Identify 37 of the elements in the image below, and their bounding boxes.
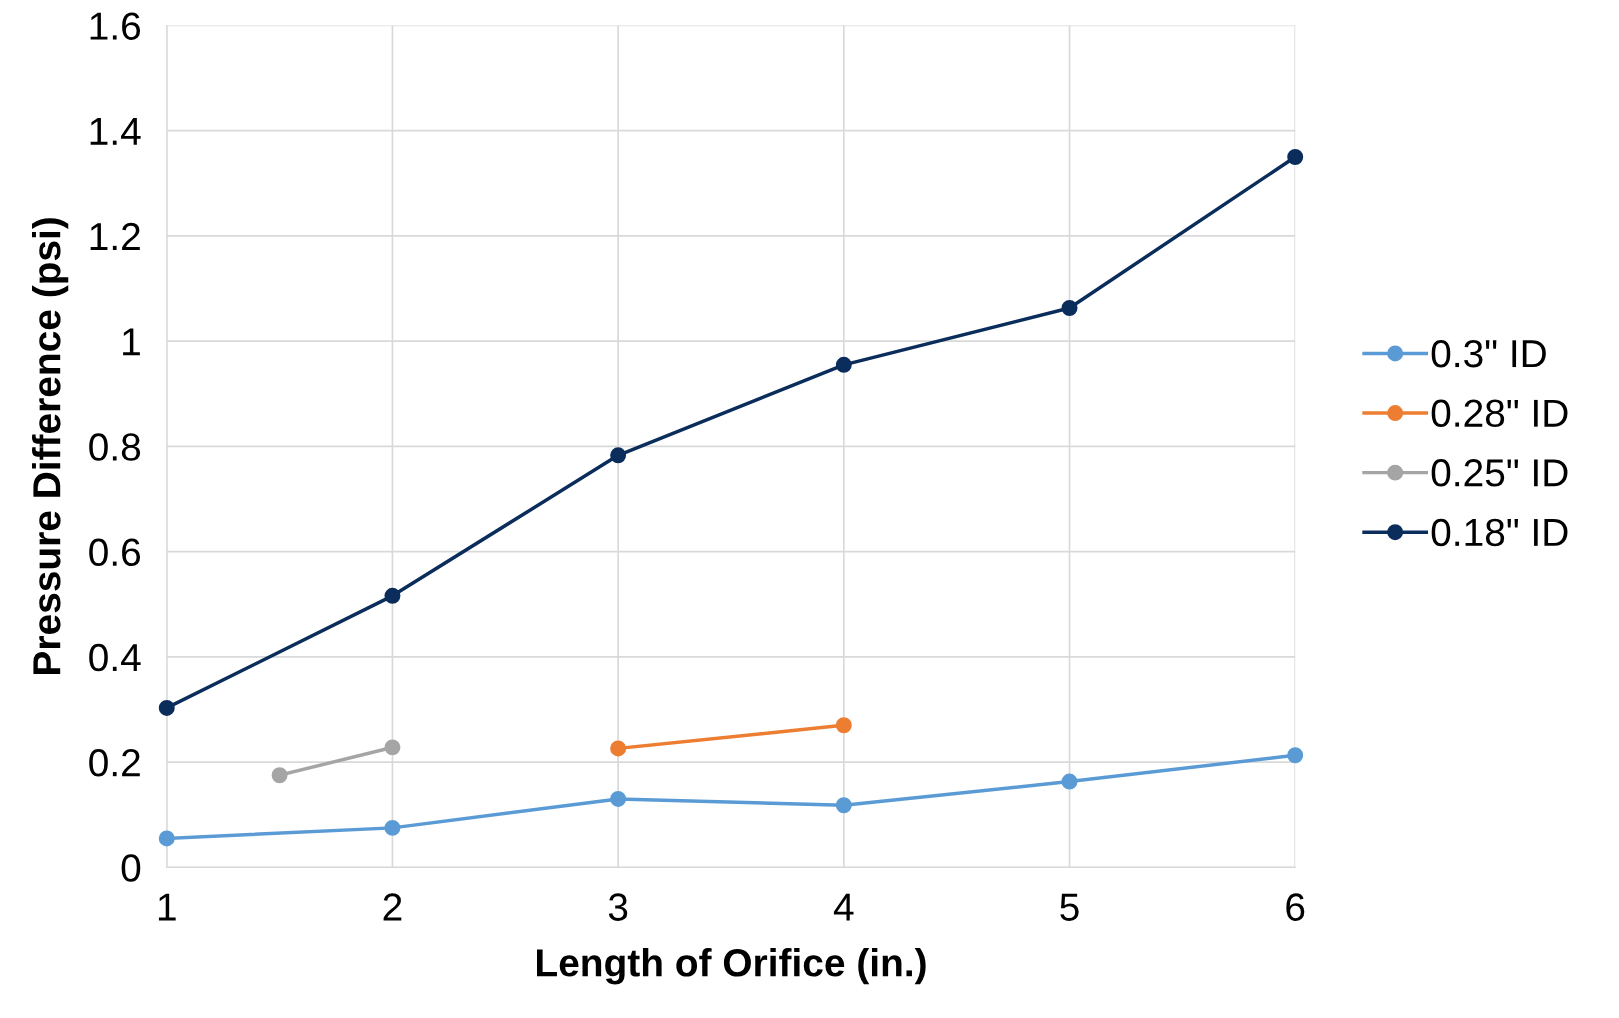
point — [271, 767, 288, 784]
y-tick-label: 0.4 — [89, 643, 141, 672]
x-tick-label: 4 — [833, 893, 854, 921]
point — [384, 819, 401, 836]
point — [835, 797, 852, 814]
point — [384, 587, 401, 604]
legend-label: 0.25" ID — [1431, 459, 1568, 487]
point — [610, 447, 627, 464]
point — [835, 717, 852, 734]
y-tick-label: 0.2 — [89, 749, 140, 777]
y-tick-label: 1 — [123, 328, 140, 356]
point — [1061, 773, 1078, 790]
x-tick-label: 3 — [608, 893, 628, 921]
y-tick-label: 0 — [121, 854, 141, 882]
legend-label: 0.28" ID — [1431, 399, 1568, 428]
point — [158, 830, 175, 847]
y-tick-label: 1.6 — [90, 12, 141, 40]
legend-label: 0.3" ID — [1431, 339, 1546, 368]
y-tick-label: 1.2 — [90, 222, 140, 251]
y-tick-label: 1.4 — [90, 118, 141, 145]
y-tick-label: 0.6 — [89, 538, 141, 567]
point — [1287, 747, 1304, 764]
point — [384, 739, 401, 756]
legend-label: 0.18" ID — [1431, 518, 1568, 547]
x-tick-label: 1 — [158, 893, 176, 921]
point — [610, 740, 627, 757]
y-tick-label: 0.8 — [89, 433, 141, 461]
point — [610, 790, 627, 807]
x-tick-label: 2 — [383, 893, 402, 921]
x-tick-label: 6 — [1286, 893, 1305, 921]
point — [1061, 300, 1078, 316]
point — [1287, 149, 1304, 165]
point — [158, 699, 175, 716]
y-axis-title: Pressure Difference (psi) — [32, 218, 69, 674]
x-axis-title: Length of Orifice (in.) — [537, 948, 926, 985]
point — [835, 356, 852, 373]
x-tick-label: 5 — [1060, 893, 1079, 921]
